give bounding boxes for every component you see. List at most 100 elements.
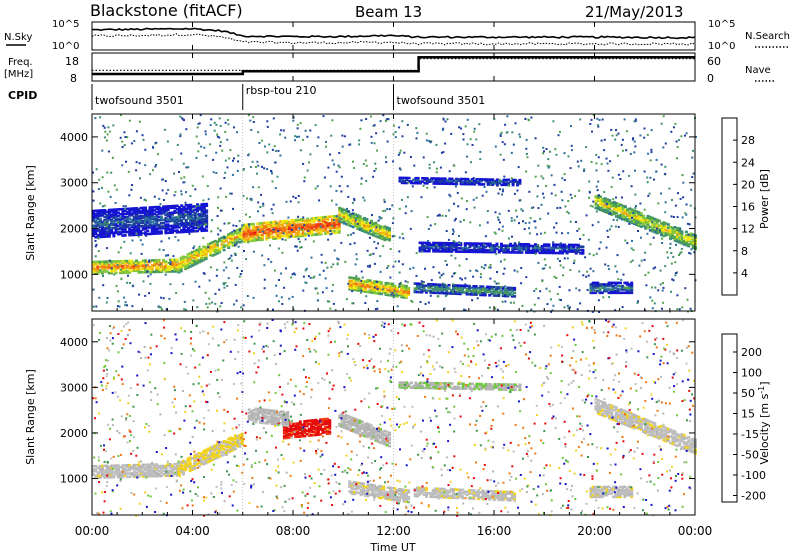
echo-cell — [210, 230, 213, 233]
echo-cell — [491, 249, 494, 252]
echo-cell — [516, 180, 520, 184]
echo-cell — [373, 262, 376, 265]
echo-cell — [353, 197, 356, 200]
echo-cell — [294, 228, 298, 232]
echo-cell — [436, 288, 440, 291]
echo-cell — [238, 231, 242, 234]
echo-cell — [150, 474, 154, 478]
echo-cell — [572, 243, 576, 247]
echo-cell — [250, 129, 253, 131]
echo-cell — [291, 228, 293, 231]
echo-cell — [94, 221, 98, 224]
echo-cell — [197, 247, 201, 251]
echo-cell — [164, 216, 168, 220]
echo-cell — [572, 262, 575, 265]
echo-cell — [231, 446, 235, 450]
echo-cell — [319, 219, 323, 223]
echo-cell — [299, 234, 303, 238]
echo-cell — [226, 138, 229, 141]
echo-cell — [554, 194, 557, 197]
echo-cell — [357, 282, 361, 286]
echo-cell — [386, 285, 390, 288]
echo-cell — [164, 208, 168, 212]
echo-cell — [119, 470, 123, 474]
echo-cell — [391, 289, 395, 292]
echo-cell — [488, 285, 492, 289]
echo-cell — [627, 289, 631, 293]
echo-cell — [171, 231, 175, 234]
echo-cell — [454, 292, 458, 295]
echo-cell — [204, 223, 206, 226]
echo-cell — [400, 281, 402, 284]
echo-cell — [403, 180, 406, 183]
echo-cell — [497, 291, 501, 294]
echo-cell — [324, 215, 327, 218]
echo-cell — [96, 267, 100, 270]
echo-cell — [660, 222, 664, 225]
echo-cell — [171, 260, 175, 263]
echo-cell — [358, 139, 361, 142]
echo-cell — [425, 246, 429, 250]
noise-search-label: N.Search — [745, 31, 790, 42]
echo-cell — [116, 475, 120, 479]
echo-cell — [125, 464, 129, 467]
echo-cell — [266, 168, 269, 171]
echo-cell — [234, 442, 237, 446]
echo-cell — [329, 307, 332, 310]
echo-cell — [351, 201, 354, 204]
echo-cell — [504, 289, 507, 293]
echo-cell — [643, 258, 646, 261]
echo-cell — [610, 285, 613, 288]
echo-cell — [92, 190, 95, 193]
echo-cell — [103, 210, 107, 214]
echo-cell — [617, 204, 621, 208]
echo-cell — [269, 221, 273, 224]
echo-cell — [168, 228, 172, 231]
echo-cell — [648, 225, 652, 229]
echo-cell — [481, 194, 484, 197]
echo-cell — [130, 465, 134, 469]
echo-cell — [187, 227, 190, 230]
echo-cell — [507, 209, 510, 212]
echo-cell — [581, 252, 585, 255]
echo-cell — [452, 182, 456, 186]
echo-cell — [159, 265, 163, 269]
echo-cell — [660, 232, 664, 235]
echo-cell — [540, 232, 542, 235]
echo-cell — [193, 253, 197, 256]
echo-cell — [612, 204, 616, 207]
echo-cell — [402, 237, 405, 240]
echo-cell — [204, 450, 208, 453]
echo-cell — [643, 170, 646, 173]
echo-cell — [333, 249, 336, 252]
echo-cell — [306, 135, 309, 138]
echo-cell — [116, 221, 120, 224]
echo-cell — [359, 127, 362, 130]
echo-cell — [157, 267, 161, 270]
echo-cell — [196, 213, 199, 216]
echo-cell — [628, 212, 632, 215]
echo-cell — [220, 450, 224, 454]
echo-cell — [556, 246, 560, 250]
echo-cell — [418, 285, 422, 289]
echo-cell — [215, 172, 218, 174]
echo-cell — [389, 276, 392, 279]
echo-cell — [398, 179, 402, 183]
echo-cell — [355, 288, 359, 292]
echo-cell — [103, 268, 107, 272]
echo-cell — [168, 464, 172, 468]
echo-cell — [506, 291, 509, 293]
echo-cell — [189, 228, 193, 232]
echo-cell — [260, 225, 264, 228]
echo-cell — [200, 454, 203, 457]
echo-cell — [655, 225, 659, 228]
echo-cell — [473, 127, 476, 130]
echo-cell — [616, 254, 619, 257]
echo-cell — [470, 179, 473, 182]
echo-cell — [518, 182, 522, 185]
echo-cell — [691, 176, 694, 179]
echo-cell — [435, 143, 438, 146]
echo-cell — [456, 191, 459, 194]
echo-cell — [168, 214, 172, 218]
echo-cell — [594, 291, 597, 295]
